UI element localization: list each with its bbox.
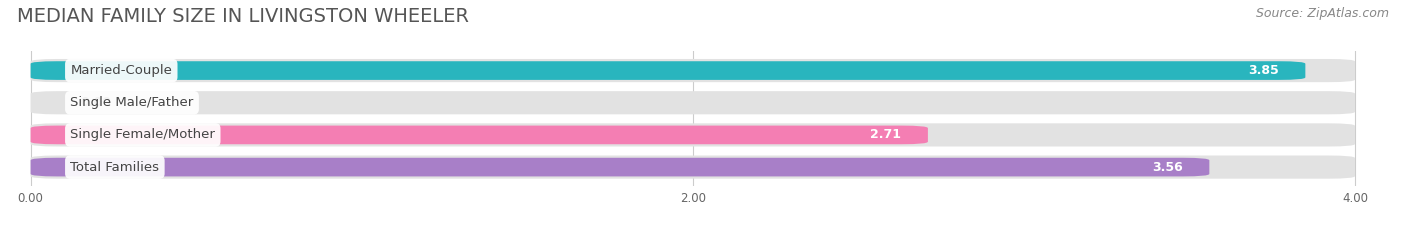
FancyBboxPatch shape [31, 91, 1355, 114]
Text: Source: ZipAtlas.com: Source: ZipAtlas.com [1256, 7, 1389, 20]
Text: 2.71: 2.71 [870, 128, 901, 141]
Text: Total Families: Total Families [70, 161, 159, 174]
FancyBboxPatch shape [31, 61, 1305, 80]
Text: Single Female/Mother: Single Female/Mother [70, 128, 215, 141]
Text: Single Male/Father: Single Male/Father [70, 96, 194, 109]
FancyBboxPatch shape [31, 126, 928, 144]
FancyBboxPatch shape [31, 155, 1355, 179]
Text: MEDIAN FAMILY SIZE IN LIVINGSTON WHEELER: MEDIAN FAMILY SIZE IN LIVINGSTON WHEELER [17, 7, 468, 26]
Text: 3.56: 3.56 [1152, 161, 1182, 174]
Text: 0.00: 0.00 [80, 96, 111, 109]
Text: 3.85: 3.85 [1249, 64, 1279, 77]
FancyBboxPatch shape [31, 123, 1355, 147]
Text: Married-Couple: Married-Couple [70, 64, 172, 77]
FancyBboxPatch shape [31, 158, 1209, 176]
FancyBboxPatch shape [31, 59, 1355, 82]
